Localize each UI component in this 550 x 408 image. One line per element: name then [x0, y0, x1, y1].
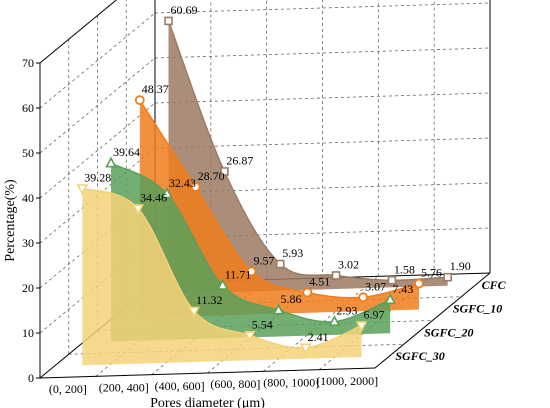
data-label: 1.90 [450, 259, 471, 273]
data-label: 11.32 [196, 293, 223, 307]
marker-triangle-down [299, 343, 312, 355]
data-label: 3.02 [338, 257, 359, 271]
marker-triangle-up [161, 187, 173, 199]
data-label: 39.64 [113, 145, 140, 159]
area-CFC [168, 20, 448, 295]
data-label: 2.41 [308, 330, 329, 344]
x-axis-title: Pores diameter (μm) [150, 396, 265, 408]
series-SGFC_30: 39.28 34.46 11.32 5.54 2.41 6.97 [76, 171, 384, 366]
data-label: 28.70 [198, 169, 225, 183]
y-tick-label: 0 [28, 371, 34, 385]
data-label: 9.57 [253, 253, 274, 267]
axis-edge [374, 272, 491, 369]
marker-circle [246, 266, 257, 277]
data-label: 7.43 [392, 282, 413, 296]
data-label: 5.86 [281, 292, 302, 306]
x-tick-label: (1000, 2000] [316, 374, 378, 388]
y-tick-label: 30 [22, 236, 34, 250]
x-tick-label: (200, 400] [99, 381, 149, 395]
x-tick-label: (400, 600] [155, 379, 205, 393]
data-label: 48.37 [142, 82, 169, 96]
marker-triangle-down [132, 204, 144, 216]
marker-triangle-up [328, 314, 341, 327]
y-tick-label: 40 [22, 191, 34, 205]
axis-edge [39, 367, 376, 379]
y-tick-label: 20 [22, 281, 34, 295]
marker-triangle-down [188, 306, 200, 318]
data-label: 1.58 [394, 262, 415, 276]
marker-circle [414, 278, 424, 289]
marker-square [387, 275, 397, 285]
data-label: 2.93 [336, 304, 357, 318]
y-axis-title: Percentage(%) [3, 179, 18, 262]
y-tick-label: 60 [22, 101, 34, 115]
x-tick-label: (800, 1000] [263, 376, 319, 390]
series-label: SGFC_10 [453, 302, 502, 316]
data-label: 60.69 [171, 3, 198, 17]
data-label: 5.54 [252, 317, 273, 331]
marker-triangle-down [76, 184, 89, 196]
marker-square [164, 16, 173, 26]
series-CFC: 60.69 26.87 5.93 3.02 1.58 1.90 [164, 3, 471, 295]
marker-circle [302, 287, 313, 298]
data-label: 34.46 [140, 191, 167, 205]
tick-labels: 0 10 20 30 40 50 60 70 (0, 200] (200, 400] (400, 6… [22, 56, 507, 396]
marker-triangle-up [272, 303, 285, 315]
area-SGFC_10 [139, 100, 420, 318]
y-tick-label: 50 [22, 146, 34, 160]
data-label: 26.87 [226, 153, 253, 167]
marker-triangle-down [243, 331, 256, 343]
area-SGFC_30 [82, 188, 362, 366]
data-label: 5.76 [421, 266, 442, 280]
data-label: 11.71 [225, 268, 252, 282]
data-label: 3.07 [365, 279, 386, 293]
series-layer: 60.69 26.87 5.93 3.02 1.58 1.90 48.37 28.70 9.57… [76, 3, 471, 366]
data-label: 5.93 [282, 246, 303, 260]
marker-circle [190, 182, 201, 192]
marker-triangle-up [105, 156, 117, 168]
y-tick-label: 10 [22, 326, 34, 340]
marker-circle [134, 95, 145, 106]
x-tick-label: (600, 800] [210, 377, 260, 391]
y-tick-label: 70 [22, 56, 34, 70]
data-label: 32.43 [169, 176, 196, 190]
marker-square [275, 259, 285, 269]
data-label: 6.97 [363, 308, 384, 322]
marker-circle [358, 292, 369, 303]
series-label: CFC [482, 278, 507, 292]
data-label: 4.51 [309, 274, 330, 288]
marker-square [443, 272, 453, 282]
marker-triangle-down [355, 321, 368, 333]
marker-square [331, 271, 341, 280]
marker-square [220, 167, 229, 176]
marker-triangle-up [216, 278, 229, 290]
x-tick-label: (0, 200] [49, 382, 87, 396]
axis-edge [39, 0, 118, 64]
series-label: SGFC_20 [424, 325, 473, 339]
series-SGFC_10: 48.37 28.70 9.57 4.51 3.07 5.76 [134, 82, 442, 318]
marker-triangle-up [384, 293, 397, 305]
series-label: SGFC_30 [395, 349, 444, 363]
grid-line [154, 47, 491, 59]
data-label: 39.28 [84, 171, 111, 185]
